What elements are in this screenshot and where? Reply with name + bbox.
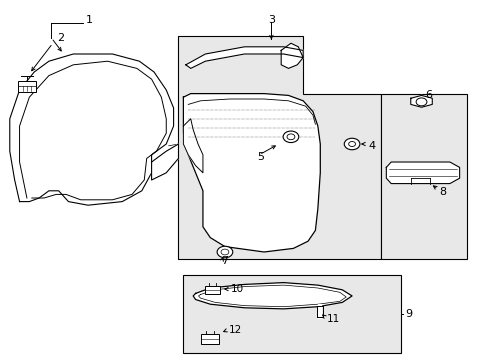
Polygon shape	[183, 94, 320, 252]
Text: 11: 11	[326, 314, 339, 324]
Text: 1: 1	[85, 15, 92, 25]
Text: 12: 12	[228, 325, 242, 335]
Polygon shape	[151, 144, 178, 180]
Bar	[183, 275, 400, 353]
Circle shape	[348, 141, 355, 147]
Text: 6: 6	[425, 90, 431, 100]
Text: 3: 3	[267, 15, 274, 25]
Polygon shape	[410, 95, 431, 107]
Circle shape	[415, 98, 426, 106]
Polygon shape	[183, 119, 203, 173]
Text: 8: 8	[438, 186, 446, 197]
Text: 4: 4	[368, 141, 375, 151]
Polygon shape	[185, 47, 303, 68]
Circle shape	[221, 249, 228, 255]
Polygon shape	[386, 162, 459, 184]
Polygon shape	[281, 43, 303, 68]
Bar	[381, 94, 466, 259]
Polygon shape	[178, 36, 381, 259]
Text: 2: 2	[57, 33, 64, 43]
Circle shape	[217, 246, 232, 258]
Circle shape	[344, 138, 359, 150]
Bar	[201, 334, 219, 344]
Text: 10: 10	[230, 284, 244, 294]
Circle shape	[286, 134, 294, 140]
Polygon shape	[10, 54, 173, 205]
Bar	[18, 81, 36, 92]
Text: 7: 7	[221, 256, 228, 266]
Circle shape	[283, 131, 298, 143]
Text: 9: 9	[404, 309, 411, 319]
Polygon shape	[193, 283, 351, 309]
Text: 5: 5	[256, 152, 263, 162]
Bar	[205, 286, 220, 294]
